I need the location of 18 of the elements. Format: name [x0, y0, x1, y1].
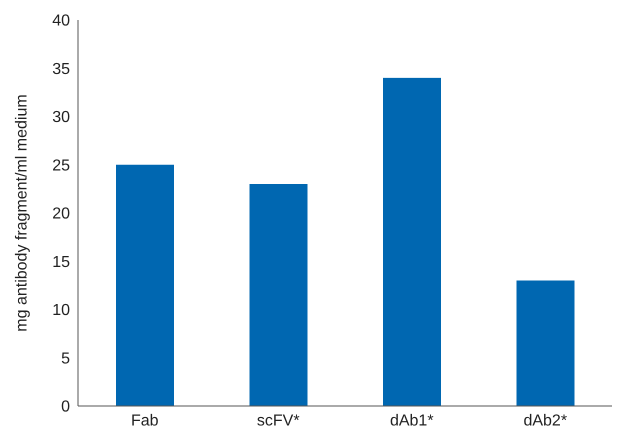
- x-tick-label: Fab: [130, 412, 159, 430]
- x-tick-label: dAb1*: [390, 412, 434, 430]
- bar: [516, 280, 574, 406]
- x-tick-label: scFV*: [256, 412, 300, 430]
- y-tick-label: 15: [52, 254, 70, 271]
- y-tick-label: 20: [52, 206, 70, 223]
- y-axis-title: mg antibody fragment/ml medium: [14, 94, 31, 332]
- y-tick-label: 10: [52, 302, 70, 320]
- bar: [250, 184, 308, 406]
- bar: [383, 78, 441, 406]
- bar: [116, 164, 174, 406]
- x-tick-label: dAb2*: [523, 412, 568, 430]
- y-tick-label: 25: [52, 157, 70, 174]
- y-tick-label: 30: [52, 109, 70, 126]
- y-tick-label: 0: [61, 398, 70, 416]
- y-tick-label: 5: [61, 350, 70, 368]
- y-tick-label: 40: [52, 12, 70, 30]
- y-tick-label: 35: [52, 60, 70, 78]
